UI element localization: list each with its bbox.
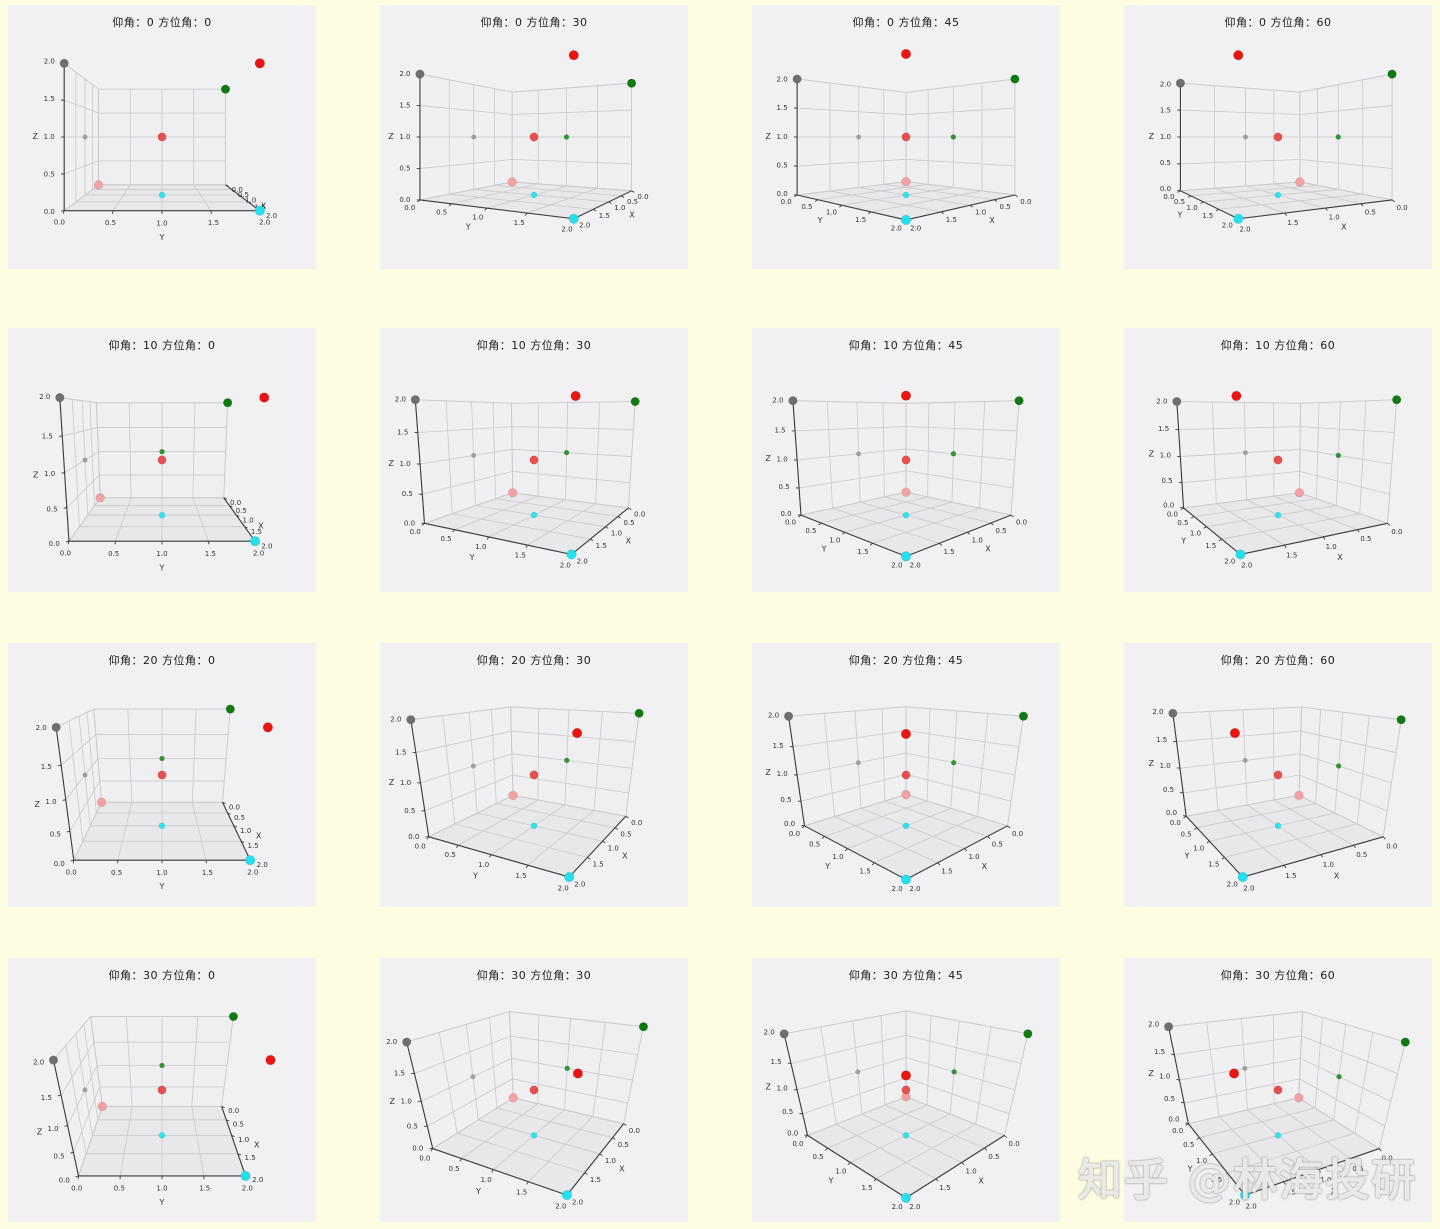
scatter3d-plot xyxy=(8,643,316,907)
subplot-elev30-azim30: 仰角：30 方位角：30 xyxy=(380,958,688,1222)
scatter3d-plot xyxy=(380,643,688,907)
subplot-title: 仰角：30 方位角：0 xyxy=(108,969,216,982)
subplot-elev0-azim0: 仰角：0 方位角：0 xyxy=(8,5,316,269)
scatter3d-plot xyxy=(1124,643,1432,907)
subplot-elev20-azim60: 仰角：20 方位角：60 xyxy=(1124,643,1432,907)
scatter3d-plot xyxy=(380,958,688,1222)
subplot-elev0-azim45: 仰角：0 方位角：45 xyxy=(752,5,1060,269)
scatter3d-plot xyxy=(8,5,316,269)
subplot-title: 仰角：0 方位角：30 xyxy=(480,16,588,29)
subplot-elev20-azim30: 仰角：20 方位角：30 xyxy=(380,643,688,907)
scatter3d-plot xyxy=(752,5,1060,269)
subplot-elev10-azim45: 仰角：10 方位角：45 xyxy=(752,328,1060,592)
subplot-title: 仰角：0 方位角：45 xyxy=(852,16,960,29)
scatter3d-plot xyxy=(1124,5,1432,269)
watermark-text: 知乎 @林海投研 xyxy=(1078,1155,1418,1206)
scatter3d-plot xyxy=(380,5,688,269)
subplot-title: 仰角：30 方位角：30 xyxy=(476,969,592,982)
subplot-elev30-azim45: 仰角：30 方位角：45 xyxy=(752,958,1060,1222)
subplot-title: 仰角：30 方位角：45 xyxy=(848,969,964,982)
subplot-title: 仰角：20 方位角：0 xyxy=(108,654,216,667)
subplot-title: 仰角：10 方位角：0 xyxy=(108,339,216,352)
subplot-title: 仰角：10 方位角：60 xyxy=(1220,339,1336,352)
subplot-title: 仰角：20 方位角：45 xyxy=(848,654,964,667)
scatter3d-plot xyxy=(8,328,316,592)
scatter3d-plot xyxy=(380,328,688,592)
scatter3d-plot xyxy=(752,958,1060,1222)
subplot-elev10-azim60: 仰角：10 方位角：60 xyxy=(1124,328,1432,592)
scatter3d-plot xyxy=(752,643,1060,907)
subplot-elev10-azim30: 仰角：10 方位角：30 xyxy=(380,328,688,592)
scatter3d-plot xyxy=(1124,328,1432,592)
subplot-elev0-azim30: 仰角：0 方位角：30 xyxy=(380,5,688,269)
scatter3d-plot xyxy=(8,958,316,1222)
subplot-elev10-azim0: 仰角：10 方位角：0 xyxy=(8,328,316,592)
subplot-elev30-azim0: 仰角：30 方位角：0 xyxy=(8,958,316,1222)
scatter3d-plot xyxy=(752,328,1060,592)
subplot-elev20-azim0: 仰角：20 方位角：0 xyxy=(8,643,316,907)
subplot-title: 仰角：0 方位角：60 xyxy=(1224,16,1332,29)
subplot-title: 仰角：10 方位角：30 xyxy=(476,339,592,352)
subplot-elev30-azim60: 仰角：30 方位角：60 xyxy=(1124,958,1432,1222)
subplot-elev20-azim45: 仰角：20 方位角：45 xyxy=(752,643,1060,907)
subplot-title: 仰角：30 方位角：60 xyxy=(1220,969,1336,982)
subplot-title: 仰角：20 方位角：60 xyxy=(1220,654,1336,667)
subplot-title: 仰角：10 方位角：45 xyxy=(848,339,964,352)
scatter3d-plot xyxy=(1124,958,1432,1222)
subplot-title: 仰角：20 方位角：30 xyxy=(476,654,592,667)
subplot-title: 仰角：0 方位角：0 xyxy=(112,16,212,29)
subplot-elev0-azim60: 仰角：0 方位角：60 xyxy=(1124,5,1432,269)
